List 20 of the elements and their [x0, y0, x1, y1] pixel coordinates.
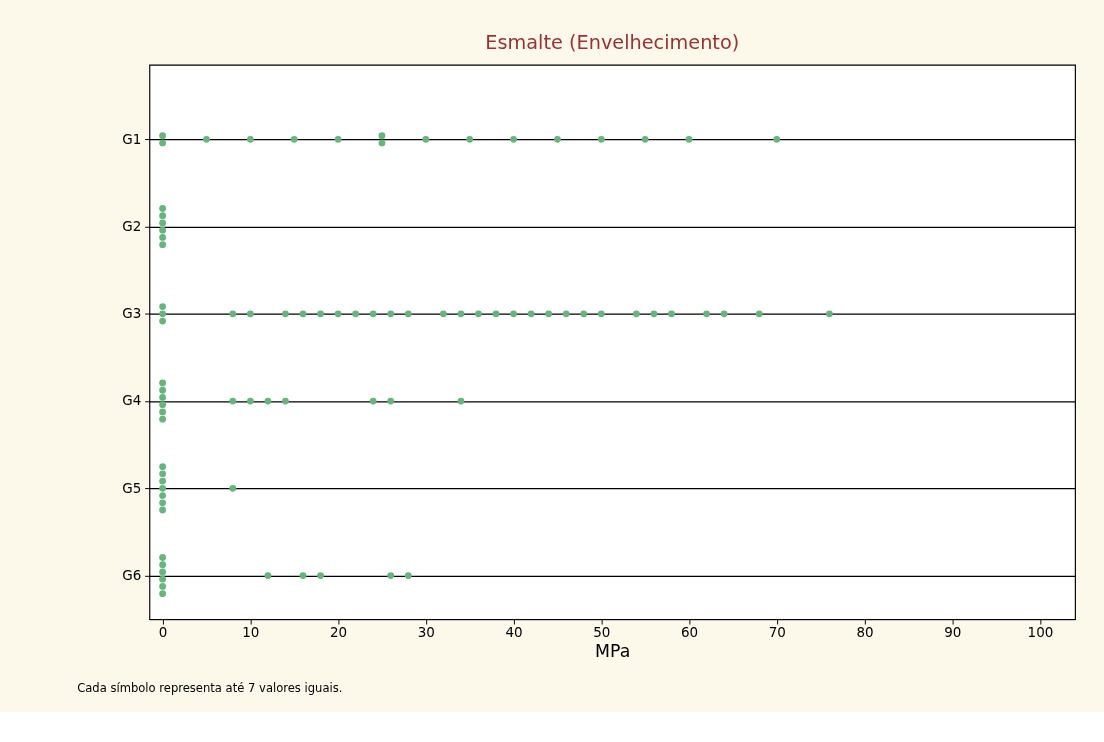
x-tick-label: 100 [1027, 624, 1054, 641]
y-tick-label: G4 [122, 392, 142, 409]
text: Cada símbolo representa até 7 valores iguais. [77, 680, 343, 695]
y-tick-label: G2 [122, 217, 142, 234]
x-tick-label: 0 [158, 624, 168, 641]
x-tick-label: 80 [856, 624, 874, 641]
y-tick-label: G3 [122, 305, 142, 322]
x-tick-label: 10 [242, 624, 260, 641]
y-tick-label: G6 [122, 566, 142, 583]
x-tick-label: 60 [680, 624, 699, 641]
x-axis-title: MPa [595, 641, 631, 662]
x-tick-label: 20 [329, 624, 348, 641]
y-tick-label: G1 [122, 130, 142, 147]
x-tick-label: 40 [505, 624, 523, 641]
y-tick-label: G5 [122, 479, 142, 496]
x-tick-label: 70 [768, 624, 786, 641]
x-tick-label: 90 [944, 624, 962, 641]
chart-title: Esmalte (Envelhecimento) [485, 31, 740, 55]
x-tick-label: 50 [593, 624, 611, 641]
x-tick-label: 30 [417, 624, 435, 641]
